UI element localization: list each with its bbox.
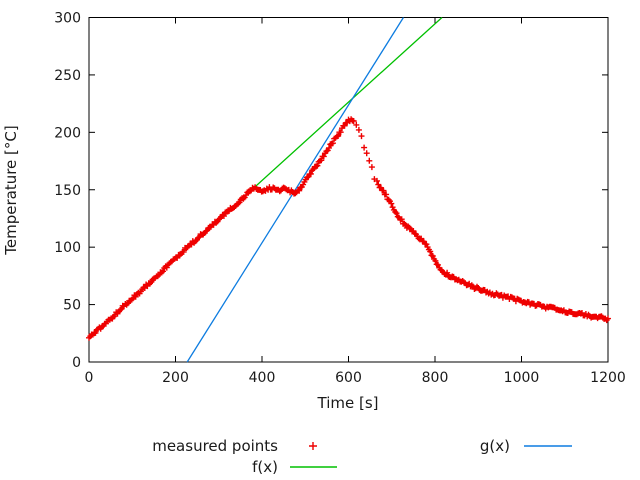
- y-axis-title: Temperature [°C]: [2, 125, 20, 255]
- x-tick-label: 400: [249, 370, 276, 386]
- plot-frame: [88, 17, 609, 363]
- y-tick-label: 250: [54, 68, 81, 84]
- x-tick-label: 1200: [590, 370, 626, 386]
- x-tick-label: 800: [422, 370, 449, 386]
- x-tick-label: 200: [162, 370, 189, 386]
- legend-label-fx: f(x): [252, 458, 278, 476]
- x-tick-label: 600: [335, 370, 362, 386]
- y-tick-label: 300: [54, 11, 81, 27]
- x-tick-label: 0: [85, 370, 94, 386]
- y-tick-label: 0: [72, 355, 81, 371]
- x-tick-label: 1000: [504, 370, 540, 386]
- y-tick-label: 150: [54, 183, 81, 199]
- y-tick-label: 50: [63, 298, 81, 314]
- series-measured-points: [86, 116, 611, 341]
- legend-label-gx: g(x): [480, 437, 510, 455]
- legend-label-measured-points: measured points: [152, 437, 278, 455]
- x-axis-title: Time [s]: [317, 394, 379, 412]
- y-tick-label: 200: [54, 125, 81, 141]
- legend-marker-measured-points: [309, 442, 317, 450]
- y-tick-label: 100: [54, 240, 81, 256]
